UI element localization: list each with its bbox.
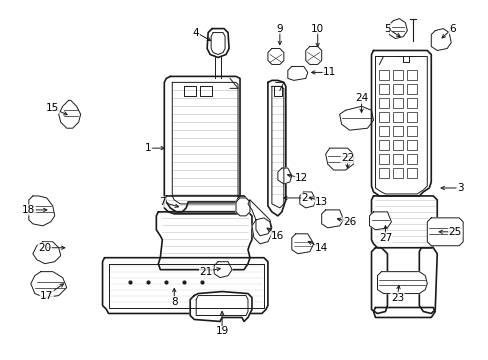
Bar [273, 86, 281, 96]
Bar [407, 71, 416, 80]
Text: 1: 1 [145, 143, 151, 153]
Text: 10: 10 [310, 24, 324, 33]
Bar [393, 112, 403, 122]
Text: 25: 25 [447, 227, 461, 237]
Polygon shape [214, 262, 232, 278]
Polygon shape [371, 196, 436, 248]
Polygon shape [430, 28, 450, 50]
Polygon shape [156, 212, 251, 270]
Text: 16: 16 [271, 231, 284, 241]
Text: 20: 20 [38, 243, 51, 253]
Text: 14: 14 [314, 243, 327, 253]
Bar [407, 98, 416, 108]
Polygon shape [236, 198, 249, 216]
Text: 2: 2 [301, 193, 307, 203]
Bar [379, 140, 388, 150]
Polygon shape [247, 200, 271, 236]
Text: 5: 5 [384, 24, 390, 33]
Polygon shape [325, 148, 353, 170]
Bar [407, 140, 416, 150]
Polygon shape [371, 248, 386, 314]
Bar [407, 84, 416, 94]
Text: 12: 12 [295, 173, 308, 183]
Polygon shape [419, 248, 436, 314]
Polygon shape [59, 100, 81, 128]
Bar [379, 126, 388, 136]
Bar [379, 154, 388, 164]
Text: 24: 24 [354, 93, 367, 103]
Text: 19: 19 [215, 327, 228, 336]
Text: 9: 9 [276, 24, 283, 33]
Text: 8: 8 [171, 297, 177, 306]
Polygon shape [287, 67, 307, 80]
Text: 17: 17 [40, 291, 53, 301]
Bar [393, 126, 403, 136]
Bar [407, 126, 416, 136]
Polygon shape [371, 50, 430, 196]
Polygon shape [207, 28, 228, 58]
Text: 18: 18 [22, 205, 36, 215]
Polygon shape [321, 210, 343, 228]
Text: 4: 4 [192, 28, 199, 37]
Polygon shape [369, 212, 390, 230]
Text: 15: 15 [46, 103, 59, 113]
Bar [407, 112, 416, 122]
Polygon shape [299, 192, 315, 208]
Bar [393, 71, 403, 80]
Polygon shape [339, 106, 373, 130]
Bar [393, 84, 403, 94]
Text: 26: 26 [342, 217, 355, 227]
Text: 6: 6 [448, 24, 455, 33]
Polygon shape [164, 76, 240, 212]
Bar [379, 112, 388, 122]
Bar [393, 98, 403, 108]
Polygon shape [377, 272, 427, 293]
Text: 22: 22 [340, 153, 353, 163]
Bar [379, 71, 388, 80]
Polygon shape [251, 218, 271, 244]
Polygon shape [29, 196, 55, 226]
Bar [407, 154, 416, 164]
Text: 13: 13 [314, 197, 327, 207]
Polygon shape [33, 242, 61, 264]
Polygon shape [277, 168, 291, 184]
Bar [379, 98, 388, 108]
Polygon shape [164, 196, 247, 214]
Text: 21: 21 [199, 267, 212, 276]
Bar [407, 168, 416, 178]
Bar [379, 168, 388, 178]
Polygon shape [267, 80, 285, 216]
Text: 3: 3 [456, 183, 463, 193]
Text: 11: 11 [323, 67, 336, 77]
Polygon shape [102, 258, 267, 314]
Bar [393, 154, 403, 164]
Polygon shape [190, 292, 251, 321]
Polygon shape [31, 272, 66, 298]
Polygon shape [388, 19, 407, 39]
Bar [393, 140, 403, 150]
Text: 27: 27 [378, 233, 391, 243]
Polygon shape [305, 46, 321, 64]
Polygon shape [373, 307, 434, 318]
Text: 7: 7 [159, 197, 165, 207]
Bar [393, 168, 403, 178]
Polygon shape [427, 218, 462, 246]
Polygon shape [291, 234, 313, 254]
Bar [379, 84, 388, 94]
Polygon shape [267, 49, 283, 64]
Text: 23: 23 [390, 293, 403, 302]
